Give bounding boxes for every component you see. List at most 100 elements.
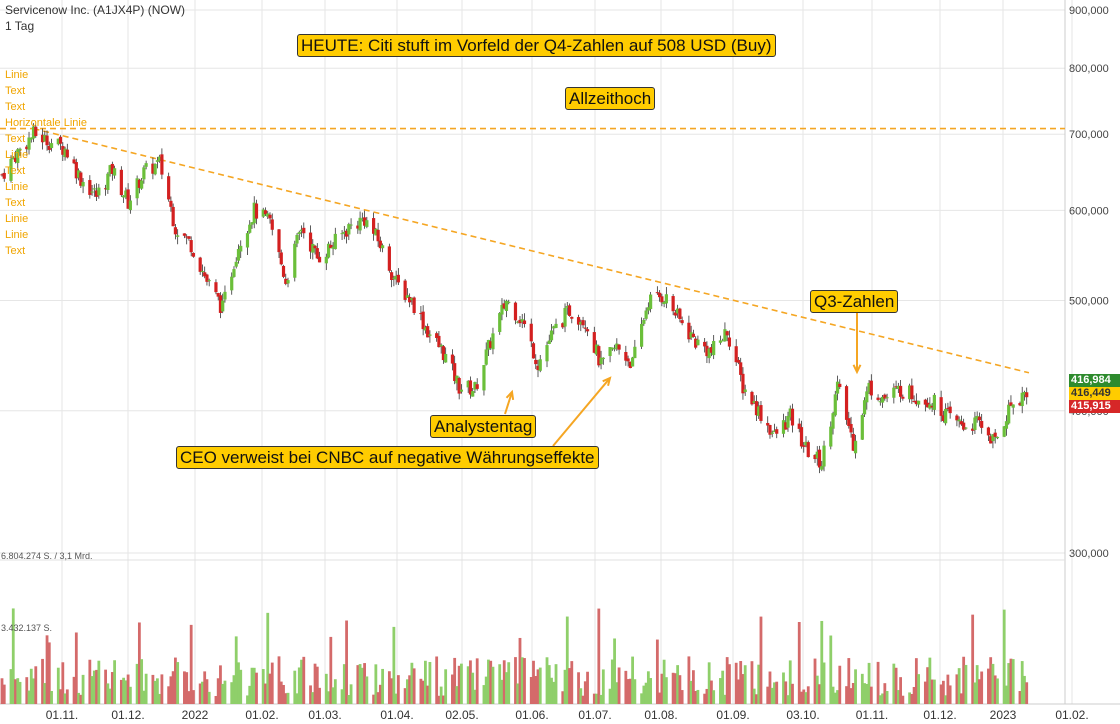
candle-body-250	[788, 408, 792, 418]
volume-bar-57	[183, 671, 186, 704]
candle-body-260	[820, 466, 824, 470]
candle-body-157	[498, 313, 502, 332]
candle-body-293	[926, 402, 930, 408]
arrow-analyst	[504, 391, 513, 415]
candle-body-141	[444, 353, 448, 363]
volume-bar-22	[72, 676, 76, 704]
candle-body-315	[993, 432, 997, 437]
candle-body-166	[522, 320, 527, 325]
volume-bar-159	[502, 660, 506, 704]
x-tick-label-15: 01.02.	[1055, 708, 1088, 722]
candle-body-139	[439, 344, 443, 347]
candle-body-126	[396, 274, 400, 283]
candle-body-245	[772, 430, 777, 432]
volume-bar-229	[723, 694, 727, 704]
candle-body-198	[626, 358, 630, 362]
candle-body-205	[646, 307, 650, 311]
volume-bar-20	[63, 693, 67, 704]
candle-body-30	[94, 190, 99, 197]
candle-body-263	[831, 413, 835, 429]
candle-body-186	[585, 329, 590, 332]
volume-bar-12	[41, 658, 44, 704]
drawing-label-5[interactable]: Linie	[5, 149, 29, 161]
volume-bar-80	[252, 667, 256, 704]
drawing-label-2[interactable]: Text	[5, 101, 26, 113]
y-tick-label-3: 600,000	[1069, 205, 1109, 217]
volume-bar-49	[155, 678, 159, 704]
volume-bar-129	[408, 675, 412, 704]
volume-bar-106	[333, 679, 337, 704]
candle-body-98	[311, 244, 315, 253]
volume-bar-193	[610, 659, 614, 704]
candle-body-7	[25, 146, 29, 150]
volume-bar-273	[863, 683, 866, 704]
volume-bar-161	[507, 662, 511, 704]
candle-body-249	[786, 415, 790, 428]
drawing-label-3[interactable]: Horizontale Linie	[5, 117, 87, 129]
candle-body-148	[468, 380, 473, 395]
candle-body-301	[948, 406, 952, 414]
candle-body-44	[140, 180, 144, 189]
volume-bar-245	[773, 682, 776, 704]
volume-bar-189	[597, 608, 601, 704]
candle-body-109	[344, 230, 349, 237]
candle-body-102	[324, 256, 328, 264]
volume-bar-108	[342, 664, 346, 704]
volume-bar-303	[957, 668, 961, 704]
candle-body-239	[754, 401, 759, 416]
candle-body-106	[333, 233, 337, 250]
volume-bar-100	[315, 666, 319, 704]
candle-body-305	[962, 422, 966, 430]
volume-bar-128	[405, 679, 409, 704]
candle-body-193	[610, 347, 614, 350]
volume-bar-55	[174, 657, 177, 704]
volume-bar-58	[185, 672, 189, 704]
candle-body-253	[799, 427, 804, 447]
volume-bar-150	[473, 689, 477, 704]
drawing-label-1[interactable]: Text	[5, 85, 26, 97]
candle-body-29	[92, 188, 96, 190]
drawing-label-11[interactable]: Text	[5, 245, 26, 257]
volume-bar-312	[987, 668, 990, 704]
drawing-label-9[interactable]: Linie	[5, 213, 29, 225]
volume-bar-265	[836, 690, 839, 704]
volume-bar-132	[419, 678, 423, 704]
x-tick-label-4: 01.03.	[308, 708, 341, 722]
candle-body-298	[941, 415, 945, 422]
volume-bar-34	[108, 688, 112, 704]
drawing-label-7[interactable]: Linie	[5, 181, 29, 193]
volume-bar-2	[9, 669, 13, 704]
drawing-label-6[interactable]: Text	[5, 165, 26, 177]
candle-body-107	[340, 233, 344, 235]
candle-body-283	[894, 386, 898, 388]
candle-body-172	[545, 345, 549, 362]
candle-body-170	[536, 365, 540, 371]
candle-body-214	[676, 308, 680, 314]
drawing-label-10[interactable]: Linie	[5, 229, 29, 241]
volume-bar-228	[721, 670, 725, 704]
volume-bar-258	[815, 675, 819, 704]
volume-bar-178	[563, 669, 567, 704]
volume-bar-68	[216, 678, 220, 704]
volume-bar-292	[923, 681, 927, 704]
volume-bar-135	[426, 685, 430, 704]
candle-body-146	[459, 389, 464, 392]
drawing-label-8[interactable]: Text	[5, 197, 26, 209]
drawing-label-0[interactable]: Linie	[5, 69, 29, 81]
candle-body-279	[880, 396, 885, 403]
candle-body-72	[230, 276, 234, 291]
volume-bar-25	[79, 694, 83, 704]
candle-body-36	[113, 168, 117, 176]
candle-body-317	[1002, 426, 1006, 437]
volume-bar-256	[806, 686, 810, 704]
x-tick-label-2: 2022	[182, 708, 209, 722]
drawing-label-4[interactable]: Text	[5, 133, 26, 145]
volume-bar-291	[917, 674, 921, 704]
candle-body-153	[484, 349, 488, 365]
volume-bar-195	[615, 682, 619, 704]
volume-bar-202	[640, 693, 644, 704]
volume-bar-48	[153, 680, 157, 704]
candle-body-15	[47, 145, 51, 150]
volume-bar-0	[0, 678, 4, 704]
volume-bar-142	[451, 674, 454, 704]
